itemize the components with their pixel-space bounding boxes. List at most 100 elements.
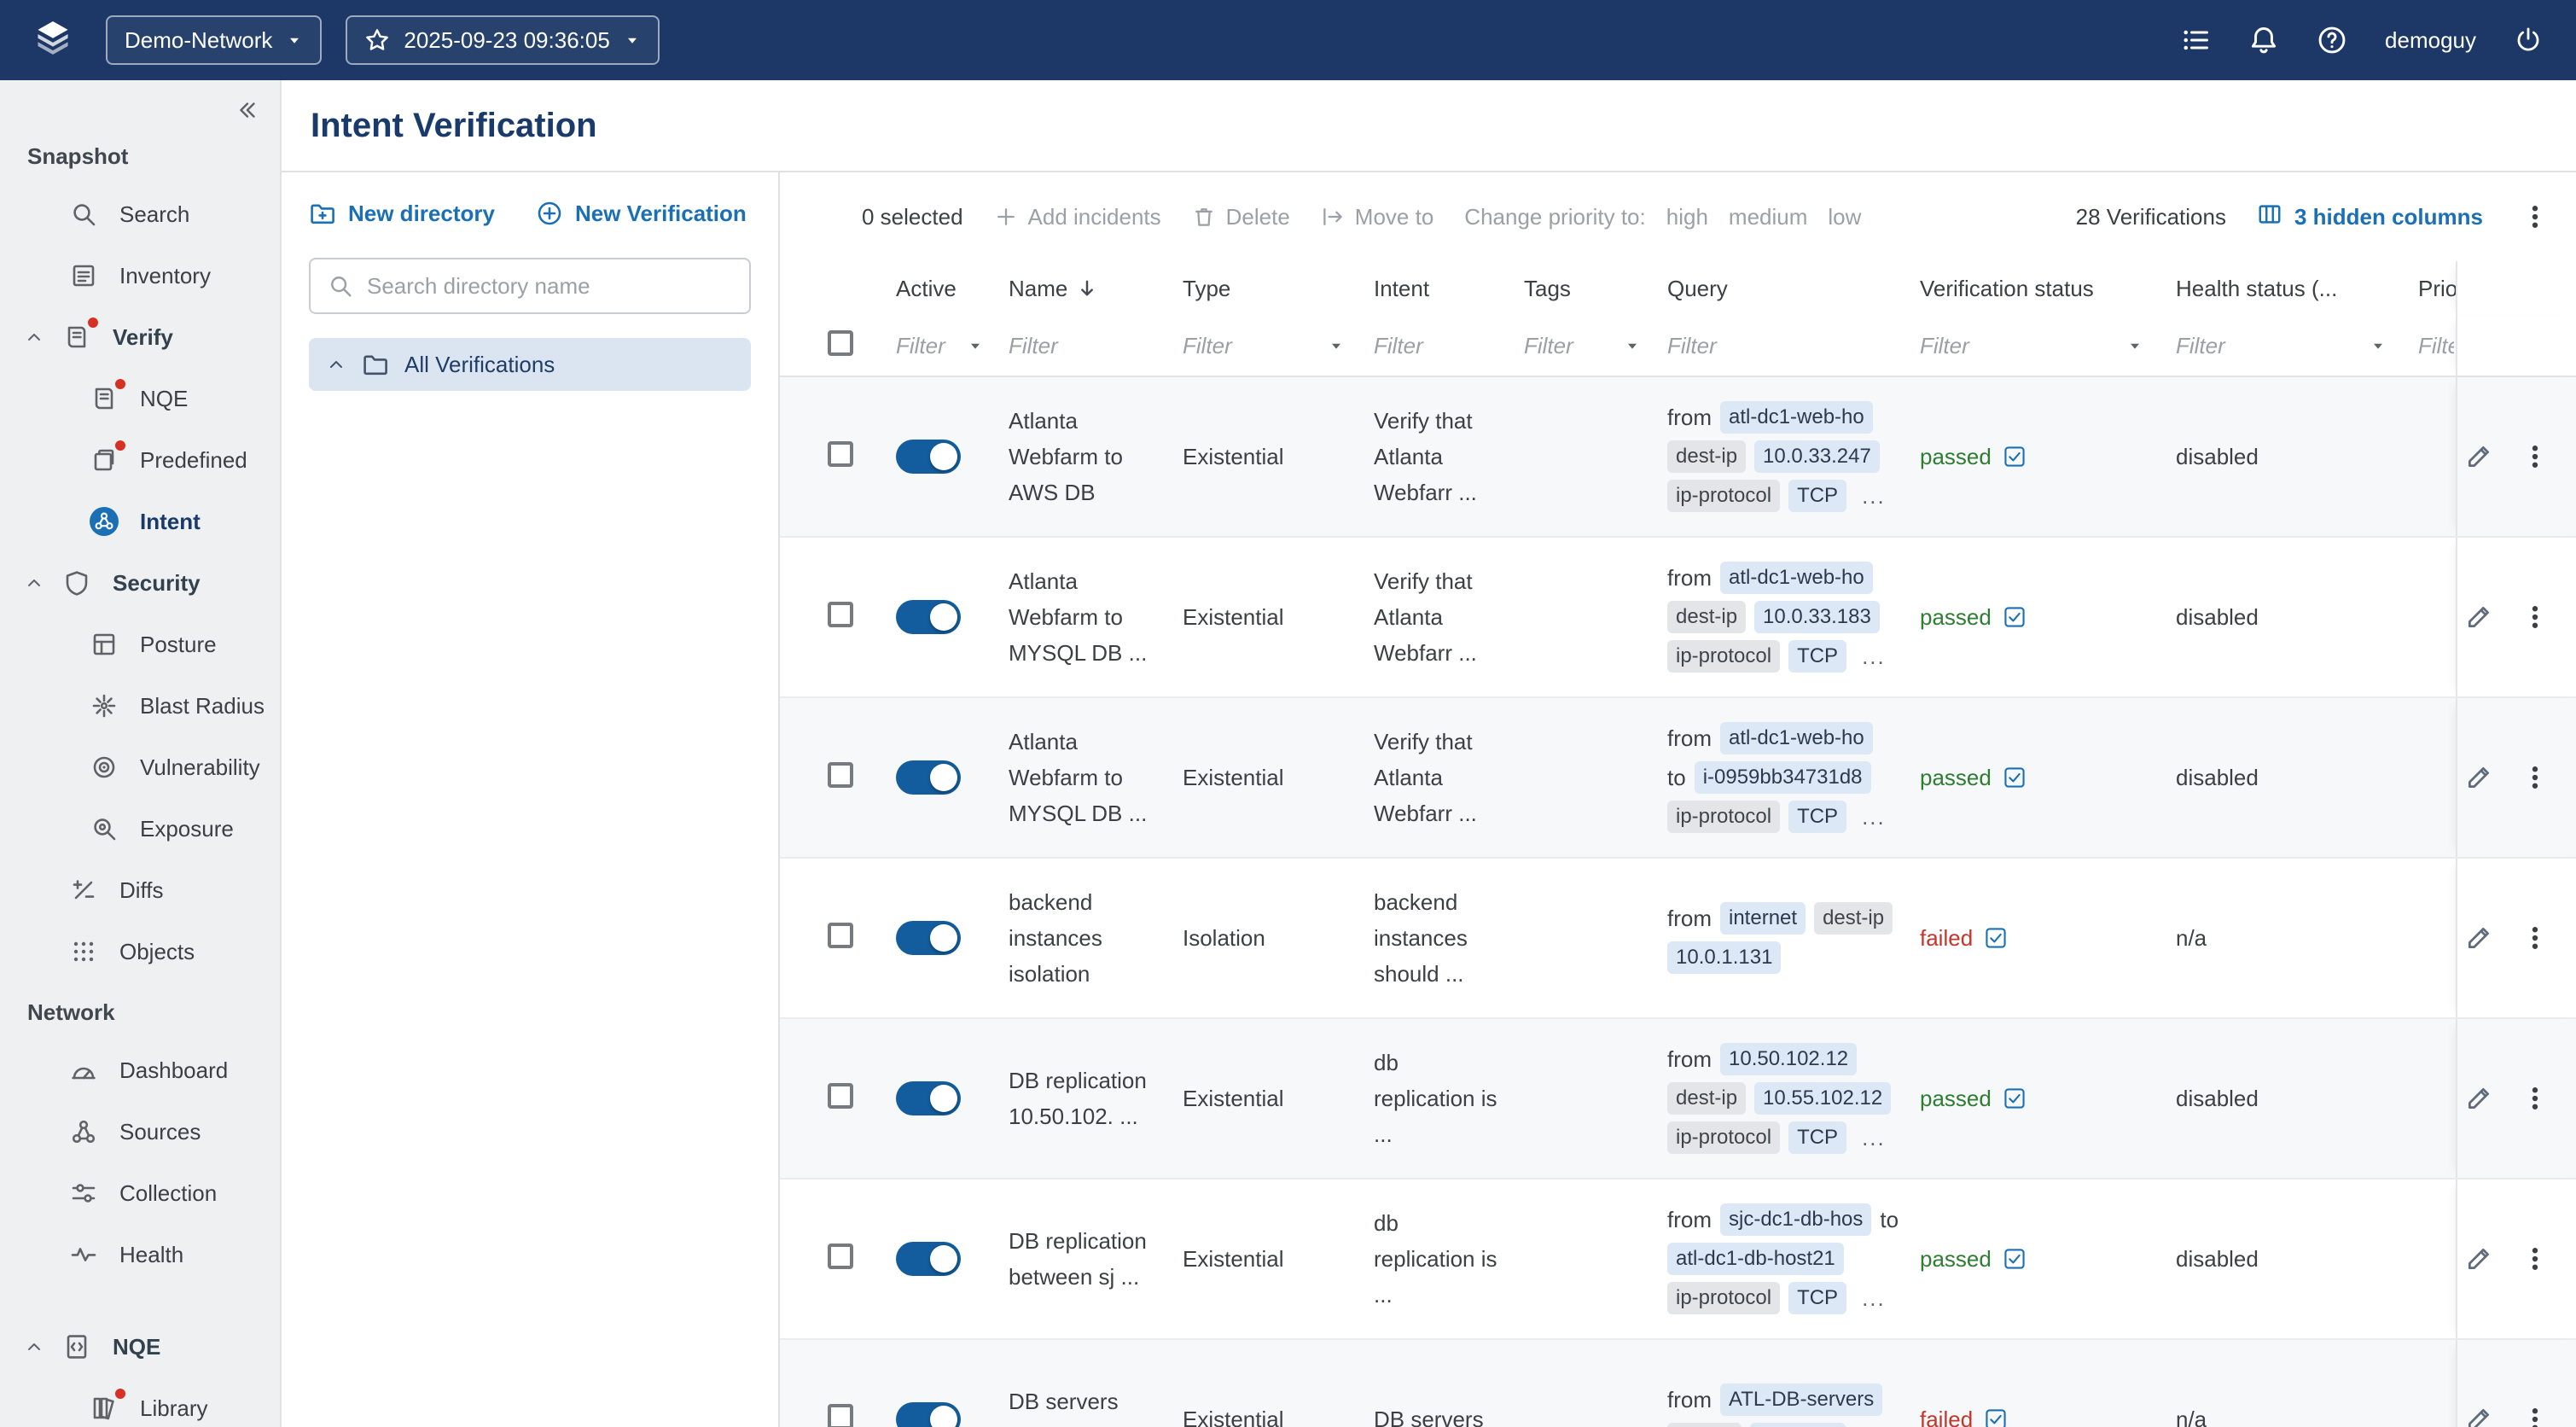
cell-intent[interactable]: db replication is ...: [1374, 1050, 1497, 1147]
user-menu[interactable]: demoguy: [2385, 26, 2476, 53]
edit-button[interactable]: [2464, 1084, 2493, 1113]
cell-intent[interactable]: backend instances should ...: [1374, 889, 1468, 987]
cell-intent[interactable]: Verify that Atlanta Webfarr ...: [1374, 408, 1477, 505]
new-verification-button[interactable]: New Verification: [536, 200, 747, 227]
snapshot-selector[interactable]: 2025-09-23 09:36:05: [346, 15, 660, 65]
cell-query[interactable]: from internet dest-ip 10.0.1.131: [1667, 902, 1899, 974]
cell-intent[interactable]: db replication is ...: [1374, 1210, 1497, 1308]
directory-search-input[interactable]: [367, 272, 732, 300]
select-all-checkbox[interactable]: [828, 329, 853, 356]
row-checkbox[interactable]: [828, 601, 853, 627]
column-header-name[interactable]: Name: [1009, 276, 1183, 302]
edit-button[interactable]: [2464, 1405, 2493, 1427]
cell-name[interactable]: DB servers replication: [1009, 1389, 1119, 1427]
verification-status[interactable]: passed: [1920, 1086, 2155, 1112]
table-menu-button[interactable]: [2514, 202, 2556, 231]
filter-input-query[interactable]: [1667, 332, 1888, 359]
filter-select-active[interactable]: Filter: [896, 333, 984, 359]
active-toggle[interactable]: [896, 921, 961, 955]
sidebar-item-collection[interactable]: Collection: [0, 1162, 280, 1224]
query-expand[interactable]: ...: [1862, 803, 1886, 830]
delete-button[interactable]: Delete: [1192, 204, 1290, 230]
cell-name[interactable]: Atlanta Webfarm to MYSQL DB ...: [1009, 568, 1148, 666]
cell-query[interactable]: from ATL-DB-servers app-id postgres to: [1667, 1383, 1899, 1427]
column-header-tags[interactable]: Tags: [1524, 276, 1667, 302]
query-expand[interactable]: ...: [1862, 1284, 1886, 1311]
column-header-priority[interactable]: Priority: [2418, 276, 2456, 302]
sidebar-item-diffs[interactable]: Diffs: [0, 859, 280, 921]
cell-intent[interactable]: Verify that Atlanta Webfarr ...: [1374, 568, 1477, 666]
network-selector[interactable]: Demo-Network: [106, 15, 323, 65]
cell-query[interactable]: from atl-dc1-web-ho to i-0959bb34731d8 ip-pr…: [1667, 722, 1899, 833]
new-directory-button[interactable]: New directory: [309, 200, 495, 227]
row-menu-button[interactable]: [2521, 1244, 2550, 1273]
edit-button[interactable]: [2464, 603, 2493, 632]
tree-item-all-verifications[interactable]: All Verifications: [309, 338, 751, 391]
query-expand[interactable]: ...: [1862, 482, 1886, 509]
cell-name[interactable]: Atlanta Webfarm to MYSQL DB ...: [1009, 729, 1148, 826]
edit-button[interactable]: [2464, 923, 2493, 952]
column-header-active[interactable]: Active: [896, 276, 1009, 302]
verification-status[interactable]: passed: [1920, 444, 2155, 470]
app-logo-icon[interactable]: [24, 11, 82, 69]
hidden-columns-button[interactable]: 3 hidden columns: [2257, 201, 2483, 233]
row-menu-button[interactable]: [2521, 603, 2550, 632]
sort-desc-icon[interactable]: [1076, 277, 1098, 300]
verification-status[interactable]: failed: [1920, 1407, 2155, 1427]
row-checkbox[interactable]: [828, 761, 853, 788]
priority-high-button[interactable]: high: [1666, 203, 1708, 230]
filter-input-intent[interactable]: [1374, 332, 1497, 359]
cell-intent[interactable]: DB servers: [1374, 1407, 1484, 1427]
sidebar-item-objects[interactable]: Objects: [0, 921, 280, 982]
active-toggle[interactable]: [896, 760, 961, 795]
cell-name[interactable]: Atlanta Webfarm to AWS DB: [1009, 408, 1123, 505]
filter-select-status[interactable]: Filter: [1920, 333, 2143, 359]
chevron-up-icon[interactable]: [326, 354, 346, 375]
row-checkbox[interactable]: [828, 440, 853, 467]
priority-low-button[interactable]: low: [1828, 203, 1862, 230]
row-checkbox[interactable]: [828, 1082, 853, 1109]
cell-intent[interactable]: Verify that Atlanta Webfarr ...: [1374, 729, 1477, 826]
sidebar-item-library[interactable]: Library: [0, 1377, 280, 1427]
filter-input-priority[interactable]: [2418, 332, 2454, 359]
filter-select-tags[interactable]: Filter: [1524, 333, 1641, 359]
column-header-type[interactable]: Type: [1183, 276, 1374, 302]
sidebar-item-posture[interactable]: Posture: [0, 614, 280, 675]
cell-name[interactable]: DB replication between sj ...: [1009, 1228, 1147, 1290]
active-toggle[interactable]: [896, 1242, 961, 1276]
sidebar-item-sources[interactable]: Sources: [0, 1101, 280, 1162]
list-icon[interactable]: [2180, 25, 2211, 55]
verification-status[interactable]: passed: [1920, 604, 2155, 631]
column-header-status[interactable]: Verification status: [1920, 276, 2176, 302]
filter-select-type[interactable]: Filter: [1183, 333, 1345, 359]
sidebar-item-security[interactable]: Security: [0, 552, 280, 614]
bell-icon[interactable]: [2248, 25, 2279, 55]
cell-name[interactable]: DB replication 10.50.102. ...: [1009, 1068, 1147, 1129]
sidebar-item-vulnerability[interactable]: Vulnerability: [0, 737, 280, 798]
row-menu-button[interactable]: [2521, 763, 2550, 792]
verification-status[interactable]: passed: [1920, 1246, 2155, 1273]
row-menu-button[interactable]: [2521, 1084, 2550, 1113]
power-icon[interactable]: [2514, 26, 2543, 55]
sidebar-item-exposure[interactable]: Exposure: [0, 798, 280, 859]
move-to-button[interactable]: Move to: [1321, 204, 1433, 230]
sidebar-item-search[interactable]: Search: [0, 183, 280, 245]
sidebar-collapse-button[interactable]: [0, 87, 280, 126]
filter-select-health[interactable]: Filter: [2176, 333, 2387, 359]
row-menu-button[interactable]: [2521, 923, 2550, 952]
column-header-intent[interactable]: Intent: [1374, 276, 1524, 302]
cell-query[interactable]: from 10.50.102.12 dest-ip 10.55.102.12 ip-pr…: [1667, 1043, 1899, 1154]
row-checkbox[interactable]: [828, 922, 853, 948]
edit-button[interactable]: [2464, 442, 2493, 471]
verification-status[interactable]: failed: [1920, 925, 2155, 952]
active-toggle[interactable]: [896, 1402, 961, 1427]
sidebar-item-inventory[interactable]: Inventory: [0, 245, 280, 306]
sidebar-item-health[interactable]: Health: [0, 1224, 280, 1285]
row-checkbox[interactable]: [828, 1403, 853, 1427]
sidebar-item-predefined[interactable]: Predefined: [0, 429, 280, 491]
sidebar-item-nqe[interactable]: NQE: [0, 1316, 280, 1377]
sidebar-item-verify[interactable]: Verify: [0, 306, 280, 368]
active-toggle[interactable]: [896, 600, 961, 634]
edit-button[interactable]: [2464, 1244, 2493, 1273]
column-header-health[interactable]: Health status (...: [2176, 276, 2418, 302]
